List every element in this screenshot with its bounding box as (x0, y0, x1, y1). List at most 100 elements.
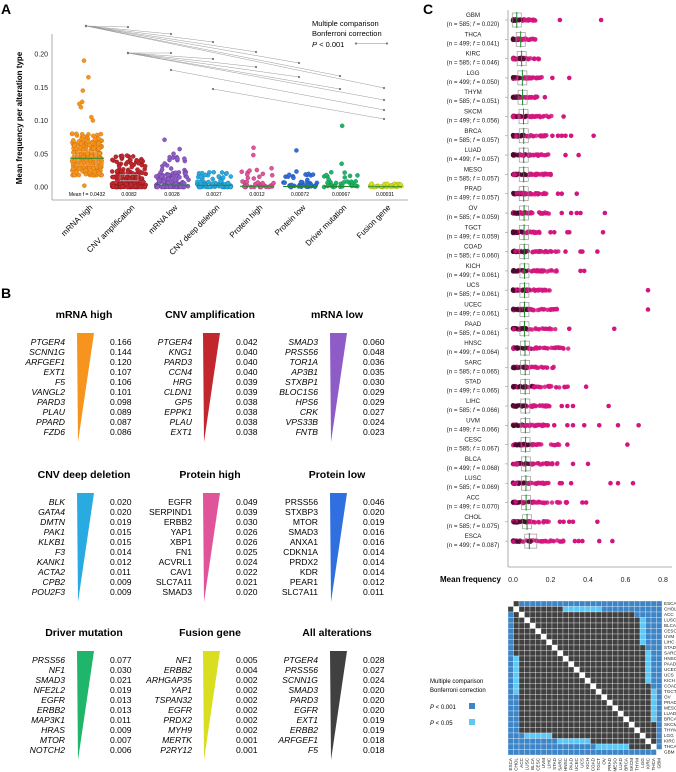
heatmap-cell (584, 705, 591, 712)
data-point (512, 210, 517, 216)
heatmap-cell (612, 705, 619, 712)
cancer-name: UCEC (464, 302, 482, 309)
heatmap-cell (524, 710, 531, 717)
legend-line-2: Bonferroni correction (312, 29, 382, 38)
heatmap-cell (650, 683, 657, 690)
heatmap-cell (568, 688, 575, 695)
cancer-row-lgg: LGG (n = 499; f = 0.050) (447, 69, 572, 86)
y-tick-label: 0.05 (34, 151, 48, 158)
heatmap-cell (595, 655, 602, 662)
endpoint (338, 74, 342, 78)
heatmap-cell (650, 677, 657, 684)
data-point (110, 157, 115, 163)
heatmap-cell (540, 710, 547, 717)
panel-a-dot-plot: Mean frequency per alteration type Multi… (15, 19, 408, 257)
outlier-point (542, 94, 548, 100)
heatmap-cell (513, 738, 520, 745)
ranking-wedge (77, 493, 94, 602)
mean-label: 0.00072 (291, 192, 309, 198)
category-cnv-deep-deletion (195, 170, 234, 190)
cancer-row-kirc: KIRC(n = 585; f = 0.046) (447, 50, 542, 67)
heatmap-row-label: SKCM (664, 722, 676, 727)
heatmap-cell (606, 655, 613, 662)
heatmap-cell (529, 644, 536, 651)
heatmap-cell (656, 611, 663, 618)
heatmap-cell (529, 683, 536, 690)
data-point (251, 176, 257, 181)
data-point (542, 133, 548, 139)
heatmap-cell (507, 727, 514, 734)
heatmap-cell (612, 650, 619, 657)
gene-name: PEAR1 (290, 577, 318, 587)
category-fusion-gene (367, 181, 404, 190)
outlier-point (82, 183, 87, 188)
cancer-stats: (n = 499; f = 0.050) (447, 79, 500, 86)
data-point (538, 211, 544, 216)
gene-name: YAP1 (171, 527, 193, 537)
data-point (393, 183, 399, 189)
heatmap-cell (562, 611, 569, 618)
gene-name: TSPAN32 (154, 695, 192, 705)
heatmap-row-label: BRCA (664, 717, 676, 722)
legend-swatch-p001 (469, 703, 475, 709)
gene-value: 0.028 (363, 655, 385, 665)
heatmap-cell (606, 688, 613, 695)
gene-value: 0.040 (236, 347, 258, 357)
heatmap-row-label: BLCA (664, 623, 676, 628)
heatmap-cell (579, 727, 586, 734)
heatmap-cell (628, 672, 635, 679)
outlier-point (565, 403, 570, 409)
heatmap-cell (529, 628, 536, 635)
data-point (130, 154, 136, 159)
heatmap-cell (507, 699, 514, 706)
heatmap-col-label: BLCA (530, 757, 535, 770)
heatmap-cell (546, 721, 553, 728)
heatmap-cell (557, 639, 564, 646)
gene-value: 0.001 (236, 745, 258, 755)
heatmap-cell (579, 738, 586, 745)
heatmap-cell (612, 683, 619, 690)
heatmap-cell (557, 611, 564, 618)
data-point (352, 183, 358, 189)
heatmap-cell (606, 683, 613, 690)
heatmap-cell (650, 738, 657, 745)
heatmap-cell (623, 699, 630, 706)
heatmap-cell (573, 688, 580, 695)
cancer-row-esca: ESCA(n = 499; f = 0.087) (447, 533, 615, 550)
heatmap-cell (562, 644, 569, 651)
heatmap-cell (650, 749, 657, 756)
data-point (513, 18, 518, 23)
heatmap-cell (634, 611, 641, 618)
heatmap-cell (551, 749, 558, 756)
gene-name: CPB2 (43, 577, 66, 587)
heatmap-col-label: UCEC (574, 757, 579, 771)
gene-value: 0.038 (236, 407, 258, 417)
gene-value: 0.040 (236, 357, 258, 367)
heatmap-cell (507, 694, 514, 701)
heatmap-cell (595, 661, 602, 668)
outlier-point (568, 480, 574, 486)
data-point (523, 191, 528, 196)
heatmap-cell (628, 688, 635, 695)
x-tick-label: Driver mutation (304, 203, 349, 248)
heatmap-cell (535, 677, 542, 684)
cancer-name: LGG (466, 70, 479, 77)
heatmap-cell (617, 655, 624, 662)
heatmap-cell (584, 732, 591, 739)
data-point (88, 168, 93, 173)
heatmap-cell (579, 672, 586, 679)
heatmap-cell (573, 661, 580, 668)
heatmap-cell (524, 639, 531, 646)
data-point (511, 481, 516, 487)
heatmap-cell (546, 655, 553, 662)
data-point (510, 287, 516, 292)
heatmap-cell (524, 617, 531, 624)
gene-value: 0.024 (363, 417, 385, 427)
data-point (210, 176, 215, 182)
gene-value: 0.012 (110, 557, 132, 567)
heatmap-cell (645, 661, 652, 668)
heatmap-cell (557, 628, 564, 635)
heatmap-cell (656, 606, 663, 613)
gene-name: SMAD3 (35, 675, 65, 685)
